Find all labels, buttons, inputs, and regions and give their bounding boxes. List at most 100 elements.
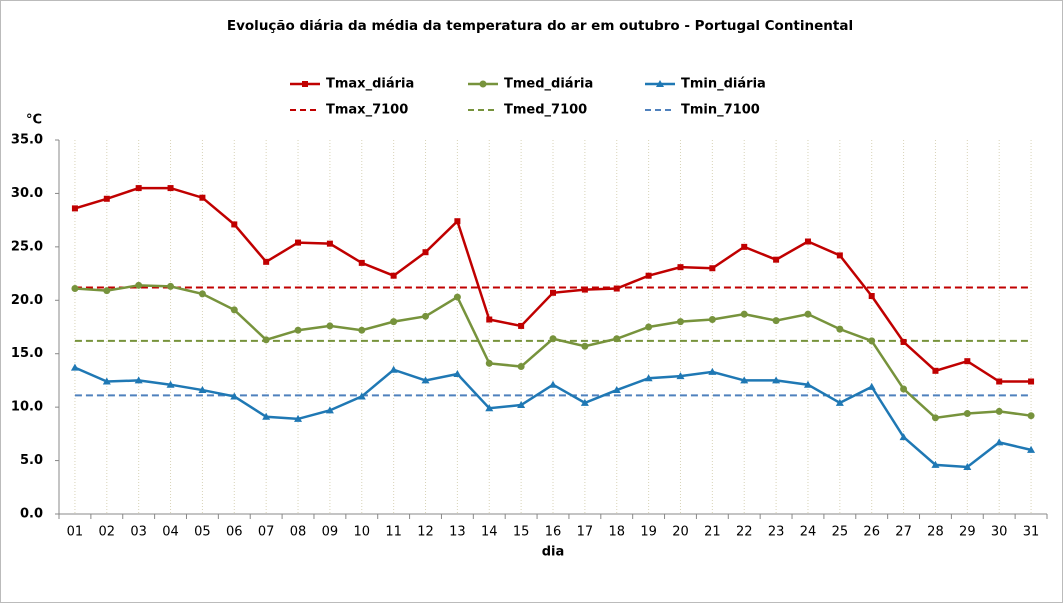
data-point — [294, 414, 303, 422]
x-tick-label: 13 — [449, 525, 466, 540]
legend-label: Tmed_7100 — [504, 103, 587, 118]
data-point — [612, 386, 621, 394]
data-point — [676, 372, 685, 380]
x-tick-label: 20 — [672, 525, 689, 540]
data-point — [262, 336, 270, 344]
data-point — [135, 281, 143, 289]
data-point — [358, 326, 366, 334]
x-tick-label: 07 — [258, 525, 275, 540]
legend-label: Tmax_diária — [326, 77, 414, 92]
data-point — [134, 376, 143, 384]
data-point — [263, 258, 270, 265]
x-tick-label: 19 — [640, 525, 657, 540]
x-tick-label: 06 — [226, 525, 243, 540]
legend-label: Tmin_7100 — [681, 103, 760, 118]
data-point — [963, 410, 971, 418]
data-point — [613, 335, 621, 343]
data-point — [389, 365, 398, 373]
y-tick-label: 20.0 — [11, 293, 43, 308]
x-tick-label: 29 — [959, 525, 976, 540]
x-tick-label: 26 — [863, 525, 880, 540]
data-point — [963, 462, 972, 470]
data-point — [262, 412, 271, 420]
data-point — [836, 325, 844, 333]
data-point — [741, 243, 748, 250]
x-tick-label: 30 — [991, 525, 1008, 540]
data-point — [804, 238, 811, 245]
data-point — [390, 272, 397, 279]
x-tick-label: 01 — [67, 525, 84, 540]
data-point — [103, 287, 111, 295]
data-point — [645, 272, 652, 279]
data-point — [995, 407, 1003, 415]
data-point — [549, 335, 557, 343]
data-point — [294, 326, 302, 334]
data-point — [422, 312, 430, 320]
data-point — [358, 259, 365, 266]
y-tick-label: 5.0 — [20, 453, 43, 468]
data-point — [773, 256, 780, 263]
data-point — [518, 322, 525, 329]
data-point — [931, 414, 939, 422]
x-tick-label: 23 — [768, 525, 785, 540]
data-point — [325, 406, 334, 414]
y-tick-label: 10.0 — [11, 400, 43, 415]
x-tick-label: 28 — [927, 525, 944, 540]
data-point — [103, 195, 110, 202]
data-point — [517, 363, 525, 371]
x-axis-label: dia — [542, 545, 565, 560]
data-point — [581, 286, 588, 293]
data-point — [199, 194, 206, 201]
data-point — [708, 316, 716, 324]
data-point — [931, 460, 940, 468]
data-point — [198, 386, 207, 394]
data-point — [772, 376, 781, 384]
data-point — [709, 265, 716, 272]
data-point — [390, 318, 398, 326]
data-point — [580, 398, 589, 406]
data-point — [899, 433, 908, 441]
data-point — [230, 306, 238, 314]
x-tick-label: 27 — [895, 525, 912, 540]
data-point — [198, 290, 206, 298]
data-point — [1028, 378, 1035, 385]
y-tick-label: 30.0 — [11, 186, 43, 201]
x-tick-label: 10 — [354, 525, 371, 540]
data-point — [645, 323, 653, 331]
data-point — [421, 376, 430, 384]
x-tick-label: 03 — [130, 525, 147, 540]
data-point — [326, 240, 333, 247]
data-point — [167, 185, 174, 192]
data-point — [230, 392, 239, 400]
y-axis-label: °C — [26, 113, 42, 128]
data-point — [135, 185, 142, 192]
legend-marker — [656, 80, 664, 87]
x-tick-label: 05 — [194, 525, 211, 540]
data-point — [453, 293, 461, 301]
x-tick-label: 02 — [99, 525, 116, 540]
legend-marker — [302, 81, 308, 87]
data-point — [613, 285, 620, 292]
data-point — [102, 377, 111, 385]
legend-label: Tmed_diária — [504, 77, 593, 92]
data-point — [166, 380, 175, 388]
data-point — [868, 337, 876, 345]
data-point — [772, 317, 780, 325]
data-point — [517, 401, 526, 409]
data-point — [677, 264, 684, 271]
data-point — [740, 376, 749, 384]
legend-label: Tmin_diária — [681, 77, 766, 92]
data-point — [803, 380, 812, 388]
data-point — [867, 382, 876, 390]
x-tick-label: 14 — [481, 525, 498, 540]
data-point — [835, 398, 844, 406]
data-point — [995, 438, 1004, 446]
data-point — [644, 374, 653, 382]
data-point — [422, 249, 429, 256]
data-point — [708, 367, 717, 375]
data-point — [167, 282, 175, 290]
data-point — [868, 293, 875, 300]
legend-label: Tmax_7100 — [326, 103, 408, 118]
x-tick-label: 31 — [1023, 525, 1040, 540]
